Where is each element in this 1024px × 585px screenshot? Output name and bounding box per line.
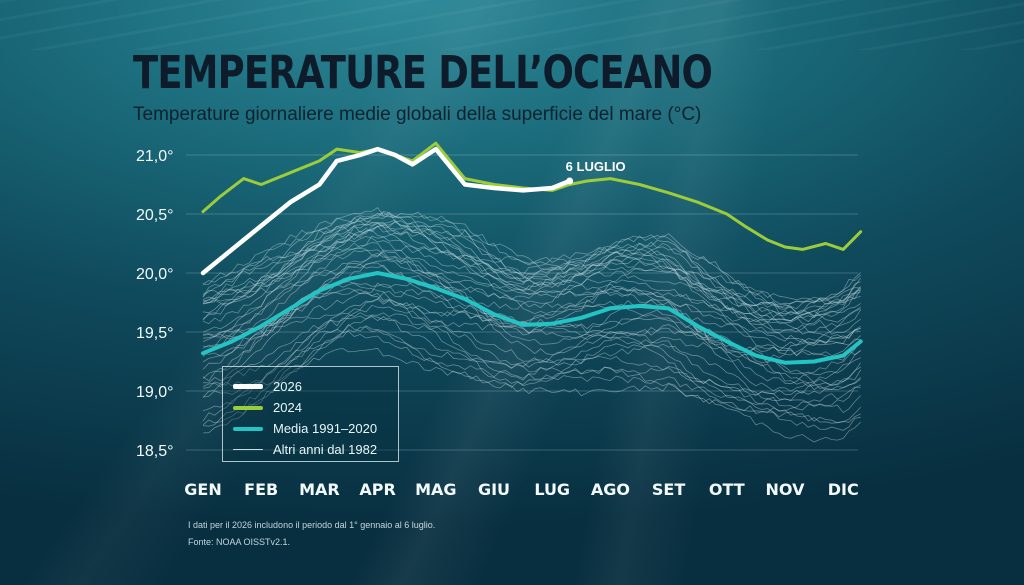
other-year-line <box>202 242 861 340</box>
other-year-line <box>202 304 861 405</box>
other-year-line <box>202 290 862 389</box>
other-year-line <box>202 235 861 335</box>
other-year-line <box>202 229 862 328</box>
other-year-line <box>202 326 861 426</box>
legend-swatch-other-years <box>233 449 263 450</box>
other-year-line <box>202 347 861 443</box>
y-axis-labels: 21,0° 20,5° 20,0° 19,5° 19,0° 18,5° <box>136 148 174 460</box>
other-year-line <box>202 212 861 311</box>
series-line-2026 <box>200 146 572 276</box>
other-year-line <box>202 211 861 316</box>
other-year-line <box>202 330 861 431</box>
series-lines <box>200 141 863 365</box>
other-year-line <box>202 298 862 396</box>
other-year-line <box>202 221 861 322</box>
legend-label: 2024 <box>273 400 302 415</box>
x-tick-label: OTT <box>709 480 745 499</box>
x-tick-label: LUG <box>534 480 570 499</box>
other-year-line <box>202 315 861 411</box>
x-axis-labels: GEN FEB MAR APR MAG GIU LUG AGO SET OTT NOV DIC <box>184 480 858 499</box>
other-year-line <box>202 221 862 324</box>
annotation-label: 6 LUGLIO <box>566 159 626 174</box>
legend: 2026 2024 Media 1991–2020 Altri anni dal… <box>222 366 399 462</box>
other-year-line <box>202 312 861 413</box>
legend-item-2024: 2024 <box>233 397 398 418</box>
other-year-line <box>202 225 861 323</box>
other-year-line <box>202 256 861 363</box>
legend-swatch-2026 <box>233 384 263 389</box>
y-tick-label: 19,0° <box>136 384 174 401</box>
other-year-line <box>202 211 861 308</box>
x-tick-label: AGO <box>591 480 630 499</box>
other-year-line <box>202 262 861 361</box>
legend-label: 2026 <box>273 379 302 394</box>
other-year-line <box>202 289 861 392</box>
series-line-average <box>201 271 863 365</box>
legend-label: Media 1991–2020 <box>273 421 378 436</box>
legend-swatch-2024 <box>233 405 263 410</box>
other-year-line <box>202 216 861 323</box>
x-tick-label: DIC <box>828 480 859 499</box>
footnote-source: Fonte: NOAA OISSTv2.1. <box>188 537 291 547</box>
x-tick-label: GIU <box>478 480 510 499</box>
x-tick-label: FEB <box>244 480 278 499</box>
other-year-line <box>202 262 861 357</box>
legend-item-other-years: Altri anni dal 1982 <box>233 439 398 460</box>
x-tick-label: MAG <box>415 480 456 499</box>
legend-item-2026: 2026 <box>233 376 398 397</box>
other-year-line <box>202 223 861 323</box>
other-year-line <box>202 206 861 305</box>
legend-label: Altri anni dal 1982 <box>273 442 378 457</box>
y-tick-label: 18,5° <box>136 443 174 460</box>
x-tick-label: GEN <box>184 480 221 499</box>
y-tick-label: 20,0° <box>136 266 174 283</box>
y-tick-label: 20,5° <box>136 207 174 224</box>
x-tick-label: NOV <box>766 480 806 499</box>
other-year-line <box>202 219 862 318</box>
page-title: TEMPERATURE DELL’OCEANO <box>133 46 713 99</box>
other-year-line <box>202 245 861 355</box>
other-year-line <box>202 287 861 391</box>
other-year-line <box>202 323 861 424</box>
annotation-point <box>566 177 574 185</box>
annotation: 6 LUGLIO <box>566 159 626 185</box>
other-year-line <box>202 249 861 348</box>
footnote-data-range: I dati per il 2026 includono il periodo … <box>188 520 436 530</box>
other-year-line <box>202 212 861 310</box>
x-tick-label: SET <box>652 480 685 499</box>
y-tick-label: 19,5° <box>136 325 174 342</box>
other-year-line <box>202 228 861 334</box>
other-year-line <box>202 220 861 316</box>
other-year-line <box>202 312 861 414</box>
page-subtitle: Temperature giornaliere medie globali de… <box>133 104 702 125</box>
series-line-2024 <box>201 141 863 251</box>
other-year-line <box>202 247 861 346</box>
x-tick-label: MAR <box>299 480 340 499</box>
legend-swatch-average <box>233 426 263 431</box>
legend-item-average: Media 1991–2020 <box>233 418 398 439</box>
grid <box>186 154 858 451</box>
y-tick-label: 21,0° <box>136 148 174 165</box>
other-year-line <box>202 281 862 385</box>
x-tick-label: APR <box>359 480 395 499</box>
